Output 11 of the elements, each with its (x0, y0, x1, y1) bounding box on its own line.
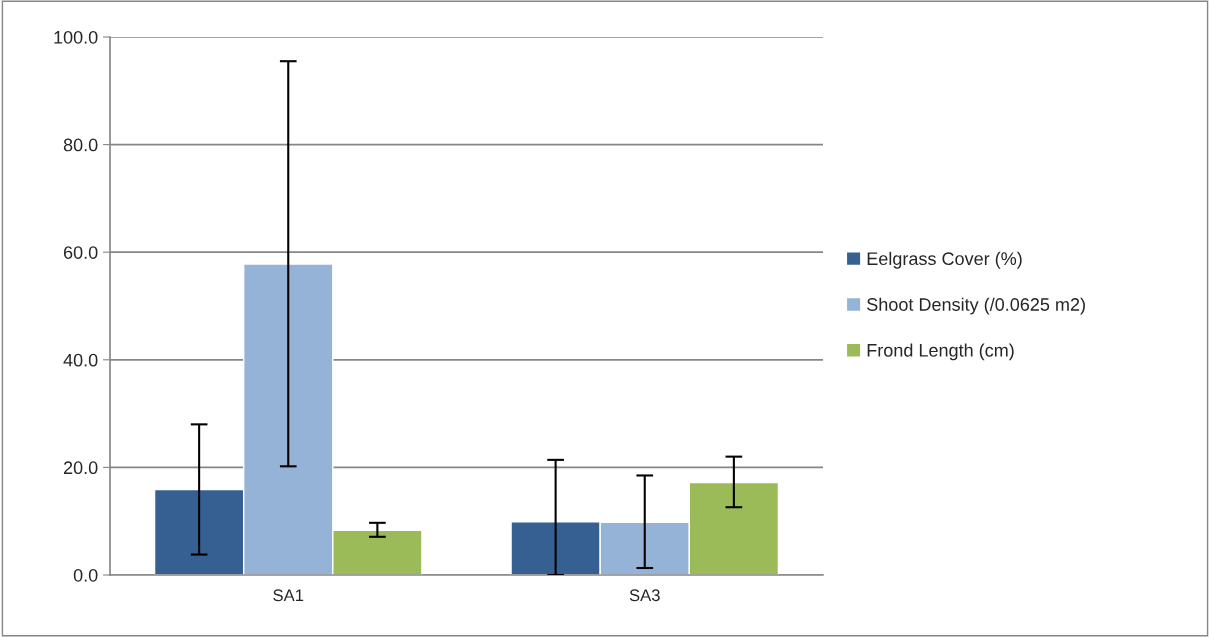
legend-label: Frond Length (cm) (867, 343, 1014, 361)
y-tick-label: 60.0 (63, 246, 98, 259)
x-tick-label: SA3 (629, 589, 660, 602)
y-tick-label: 0.0 (73, 568, 98, 582)
legend-label: Shoot Density (/0.0625 m2) (867, 297, 1085, 315)
legend-label: Eelgrass Cover (%) (867, 251, 1022, 269)
y-tick-label: 100.0 (54, 30, 98, 44)
y-tick-label: 80.0 (63, 138, 98, 152)
x-tick-label: SA1 (273, 589, 304, 602)
y-tick-label: 40.0 (63, 353, 98, 367)
y-tick-label: 20.0 (63, 461, 98, 475)
